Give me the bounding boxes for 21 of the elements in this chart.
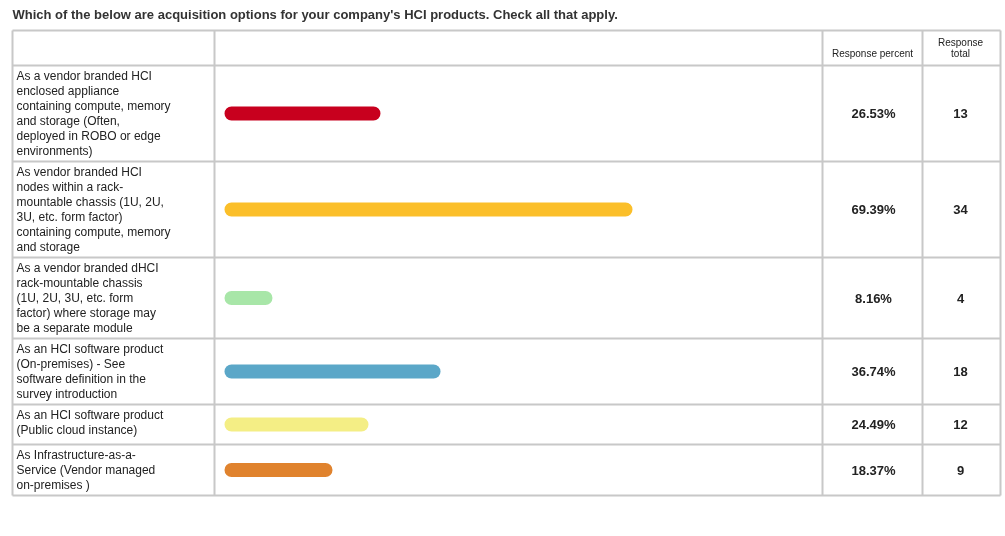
text: Response total <box>937 36 984 59</box>
y-tick-label: As a vendor branded dHCI rack-mountable chassis (1U, 2U, 3U, etc. form factor) where storage may be a separate module <box>16 260 159 335</box>
text: 12 <box>953 417 968 432</box>
text: Response percent <box>831 47 914 59</box>
chart-title: Which of the below are acquisition options for your company's HCI products. Check all that apply. <box>12 7 618 22</box>
text: 9 <box>956 462 965 478</box>
y-tick-label: As an HCI software product (On-premises) - See software definition in the survey introduction <box>16 341 164 401</box>
text: 13 <box>953 106 968 121</box>
y-tick-label: As an HCI software product (Public cloud instance) <box>16 407 164 437</box>
y-tick-label: As a vendor branded HCI enclosed appliance containing compute, memory and storage (Often, deployed in ROBO or edge environments) <box>16 68 171 158</box>
data-label: 24.49% <box>851 417 896 432</box>
data-label: 8.16% <box>855 290 893 306</box>
y-tick-label: As vendor branded HCI nodes within a rack-mountable chassis (1U, 2U, 3U, etc. form factor) containing compute, memory and storage <box>16 164 171 254</box>
text: 34 <box>953 202 969 217</box>
data-label: 36.74% <box>851 364 896 379</box>
data-label: 18.37% <box>851 462 896 478</box>
text: 18 <box>953 364 968 379</box>
y-tick-label: As Infrastructure-as-a-Service (Vendor managed on-premises ) <box>16 447 156 492</box>
data-label: 26.53% <box>851 106 896 121</box>
text: 4 <box>956 290 965 306</box>
data-label: 69.39% <box>851 202 896 217</box>
